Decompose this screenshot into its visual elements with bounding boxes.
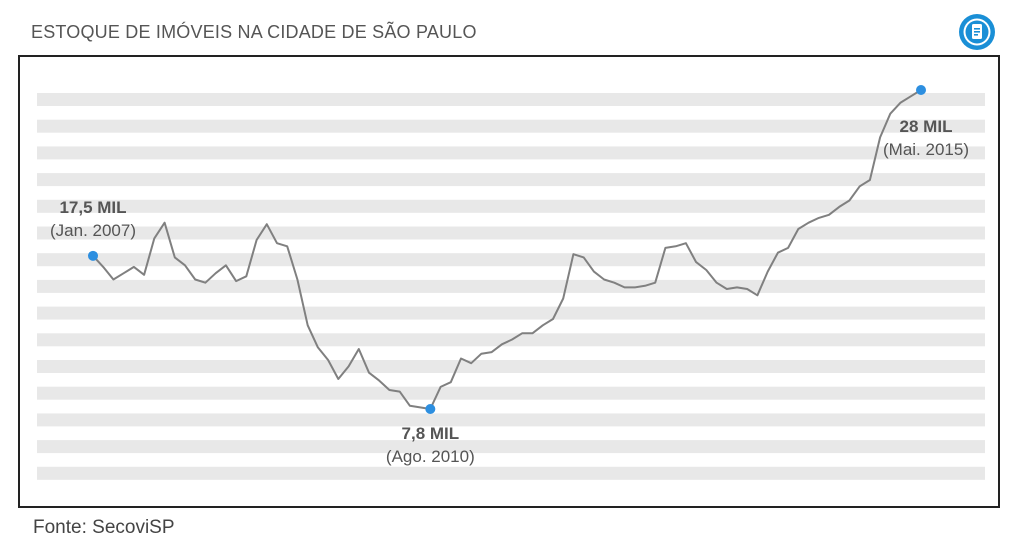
grid-band [37,413,985,427]
grid-band [37,306,985,320]
chart-frame [18,55,1000,508]
grid-band [37,146,985,160]
source-note: Fonte: SecoviSP [33,517,175,538]
grid-band [37,173,985,187]
grid-band [37,119,985,133]
annotation-value-label: 17,5 MIL [59,198,126,217]
grid-band [37,360,985,373]
annotation-date-label: (Ago. 2010) [386,447,475,466]
grid-bands [37,93,985,480]
annotation-labels: 17,5 MIL (Jan. 2007) 7,8 MIL (Ago. 2010) 28 … [50,117,969,466]
series-line [92,89,922,410]
grid-band [37,226,985,240]
annotation-date-label: (Jan. 2007) [50,221,136,240]
grid-band [37,466,985,480]
grid-band [37,93,985,106]
highlight-point [916,85,926,95]
info-document-icon [959,14,995,50]
grid-band [37,253,985,267]
annotation-date-label: (Mai. 2015) [883,140,969,159]
chart-title: ESTOQUE DE IMÓVEIS NA CIDADE DE SÃO PAUL… [31,22,477,42]
grid-band [37,386,985,400]
annotation-value-label: 28 MIL [900,117,953,136]
highlight-point [425,404,436,414]
grid-band [37,279,985,293]
grid-band [37,199,985,213]
grid-band [37,440,985,454]
plot-area [88,85,926,414]
highlight-point [88,250,98,261]
annotation-value-label: 7,8 MIL [402,424,460,443]
